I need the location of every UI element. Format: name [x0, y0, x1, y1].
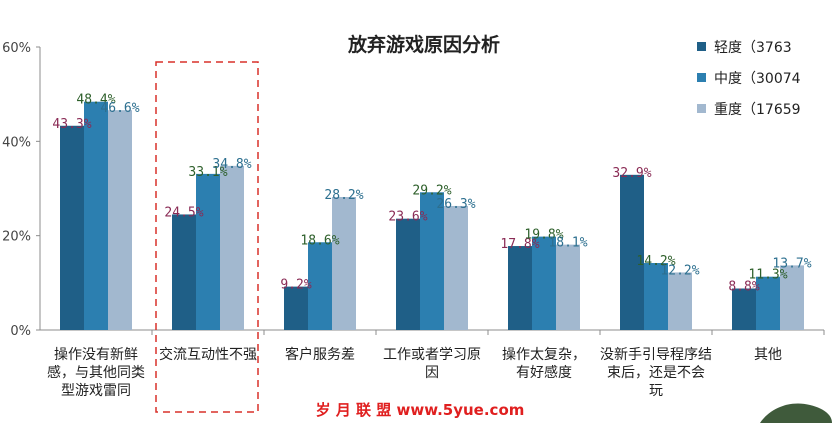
data-label: 24.5% — [164, 205, 203, 220]
y-tick-label: 60% — [2, 41, 31, 56]
data-label: 23.6% — [388, 210, 427, 225]
data-label: 26.3% — [436, 197, 475, 212]
x-category-label: 客户服务差 — [285, 346, 355, 363]
data-label: 33.1% — [188, 165, 227, 180]
bar — [84, 101, 108, 330]
bar — [60, 125, 84, 330]
y-tick-label: 40% — [2, 135, 31, 150]
bar — [108, 110, 132, 330]
data-label: 48.4% — [76, 93, 115, 108]
data-label: 13.7% — [772, 256, 811, 271]
data-label: 29.2% — [412, 183, 451, 198]
highlight-box — [155, 61, 259, 413]
x-category-label: 感，与其他同类 — [47, 364, 145, 381]
data-label: 46.6% — [100, 101, 139, 116]
data-label: 34.8% — [212, 157, 251, 172]
bar — [756, 276, 780, 330]
bar — [172, 214, 196, 330]
x-category-label: 没新手引导程序结 — [600, 347, 712, 363]
bar — [308, 242, 332, 330]
x-category-label: 因 — [425, 365, 439, 381]
data-label: 19.8% — [524, 228, 563, 243]
bar — [508, 246, 532, 330]
data-label: 14.2% — [636, 254, 675, 269]
legend-label: 轻度（3763 — [714, 40, 792, 56]
bar — [556, 244, 580, 330]
data-label: 8.8% — [728, 279, 759, 294]
legend-swatch — [697, 104, 706, 113]
data-label: 43.3% — [52, 117, 91, 132]
watermark: 岁 月 联 盟 www.5yue.com — [316, 401, 525, 419]
x-category-label: 束后，还是不会 — [607, 365, 705, 381]
legend-swatch — [697, 42, 706, 51]
bar — [532, 236, 556, 330]
x-category-label: 玩 — [649, 383, 663, 399]
y-tick-label: 20% — [2, 230, 31, 245]
bar — [284, 286, 308, 330]
bar — [444, 205, 468, 330]
bar — [620, 174, 644, 330]
x-category-label: 其他 — [754, 347, 782, 363]
data-label: 11.3% — [748, 268, 787, 283]
bar — [196, 173, 220, 330]
data-label: 18.1% — [548, 236, 587, 251]
y-tick-label: 0% — [10, 324, 31, 339]
bar — [644, 263, 668, 330]
data-label: 17.8% — [500, 237, 539, 252]
x-category-label: 型游戏雷同 — [61, 383, 131, 399]
data-label: 9.2% — [280, 278, 311, 293]
x-category-label: 操作太复杂， — [502, 346, 586, 363]
legend-swatch — [697, 73, 706, 82]
bar — [220, 165, 244, 330]
x-category-label: 操作没有新鲜 — [54, 347, 138, 363]
chart-title: 放弃游戏原因分析 — [347, 33, 500, 56]
x-category-label: 有好感度 — [516, 364, 572, 381]
data-label: 32.9% — [612, 166, 651, 181]
data-label: 18.6% — [300, 233, 339, 248]
data-label: 12.2% — [660, 263, 699, 278]
bar — [332, 196, 356, 330]
legend-label: 中度（30074 — [714, 71, 801, 87]
x-category-label: 工作或者学习原 — [383, 347, 481, 363]
legend-label: 重度（17659 — [714, 102, 801, 118]
x-category-label: 交流互动性不强 — [159, 346, 257, 363]
bar — [732, 288, 756, 330]
data-label: 28.2% — [324, 188, 363, 203]
bar — [668, 272, 692, 330]
bar — [420, 192, 444, 330]
corner-decoration — [760, 403, 832, 423]
bar — [780, 265, 804, 330]
bar — [396, 218, 420, 330]
